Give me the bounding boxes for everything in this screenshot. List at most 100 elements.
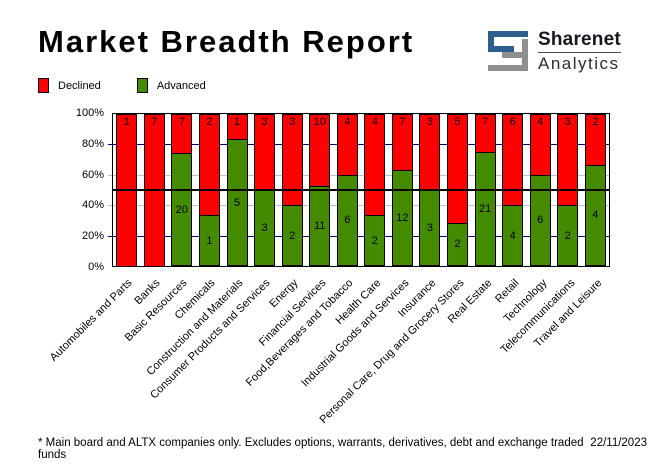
x-axis: Automobiles and Parts Banks Basic Resource… bbox=[48, 273, 610, 445]
advanced-count-label: 4 bbox=[509, 229, 516, 242]
declined-segment: 3 bbox=[254, 114, 276, 190]
bar-slot: 7 12 bbox=[389, 114, 417, 266]
advanced-segment: 2 bbox=[447, 222, 469, 266]
legend-item-declined: Declined bbox=[38, 78, 101, 93]
gridline-60 bbox=[113, 174, 609, 176]
logo-divider bbox=[538, 51, 621, 53]
declined-count-label: 7 bbox=[482, 116, 489, 128]
y-tick-label: 0% bbox=[88, 261, 104, 273]
legend-item-advanced: Advanced bbox=[136, 78, 206, 93]
advanced-segment: 3 bbox=[254, 190, 276, 266]
advanced-count-label: 2 bbox=[371, 234, 378, 247]
y-tick-label: 60% bbox=[81, 168, 104, 181]
advanced-segment: 2 bbox=[364, 215, 386, 266]
y-tick-label: 40% bbox=[81, 199, 104, 212]
report-date: 22/11/2023 bbox=[590, 437, 647, 449]
declined-count-label: 3 bbox=[426, 116, 434, 128]
declined-count-label: 1 bbox=[123, 116, 130, 128]
advanced-segment: 12 bbox=[391, 170, 413, 266]
stacked-bar: 7 12 bbox=[391, 114, 413, 266]
declined-count-label: 4 bbox=[537, 116, 544, 128]
declined-segment: 6 bbox=[502, 114, 524, 206]
chart-legend: Declined Advanced bbox=[38, 78, 206, 93]
gridline-80 bbox=[113, 144, 609, 146]
stacked-bar: 10 11 bbox=[309, 114, 331, 266]
advanced-segment: 5 bbox=[226, 139, 248, 266]
declined-segment: 2 bbox=[584, 114, 606, 165]
advanced-segment: 1 bbox=[198, 215, 220, 266]
declined-segment: 2 bbox=[198, 114, 220, 216]
page-title: Market Breadth Report bbox=[38, 24, 415, 59]
declined-count-label: 7 bbox=[399, 116, 406, 128]
logo-subtitle: Analytics bbox=[538, 53, 620, 73]
y-tick-mark bbox=[108, 236, 112, 238]
advanced-segment: 4 bbox=[584, 164, 606, 266]
declined-count-label: 3 bbox=[564, 116, 571, 128]
advanced-count-label: 20 bbox=[175, 203, 189, 216]
advanced-segment: 6 bbox=[529, 174, 551, 266]
declined-count-label: 3 bbox=[289, 116, 296, 128]
advanced-count-label: 1 bbox=[206, 234, 213, 247]
declined-count-label: 5 bbox=[454, 116, 461, 128]
declined-segment: 3 bbox=[281, 114, 303, 206]
declined-segment: 3 bbox=[557, 114, 579, 206]
declined-segment: 4 bbox=[364, 114, 386, 216]
declined-count-label: 7 bbox=[178, 116, 185, 128]
declined-count-label: 1 bbox=[233, 116, 241, 128]
declined-count-label: 7 bbox=[151, 116, 158, 128]
advanced-segment: 4 bbox=[502, 205, 524, 266]
advanced-count-label: 4 bbox=[592, 209, 599, 222]
y-tick-label: 100% bbox=[75, 107, 104, 119]
sharenet-logo: Sharenet Analytics bbox=[486, 29, 621, 73]
y-tick-mark bbox=[108, 143, 112, 145]
stacked-bar: 7 21 bbox=[474, 114, 496, 266]
stacked-bar: 7 20 bbox=[171, 114, 193, 266]
advanced-segment: 20 bbox=[171, 153, 193, 266]
declined-count-label: 4 bbox=[344, 116, 351, 128]
advanced-count-label: 2 bbox=[564, 229, 571, 242]
logo-text: Sharenet Analytics bbox=[538, 28, 621, 73]
declined-segment: 10 bbox=[309, 114, 331, 187]
logo-name: Sharenet bbox=[538, 28, 621, 50]
advanced-segment: 2 bbox=[557, 205, 579, 266]
declined-swatch bbox=[38, 78, 49, 93]
advanced-count-label: 11 bbox=[314, 220, 326, 233]
advanced-count-label: 3 bbox=[261, 222, 268, 234]
advanced-count-label: 5 bbox=[233, 196, 241, 209]
x-category-label: Automobiles and Parts bbox=[47, 277, 135, 364]
advanced-segment: 6 bbox=[336, 174, 358, 266]
chart-footer: * Main board and ALTX companies only. Ex… bbox=[38, 437, 647, 461]
advanced-segment: 3 bbox=[419, 190, 441, 266]
advanced-count-label: 6 bbox=[537, 214, 544, 227]
chart-plot-area: 1 7 7 20 2 1 1 5 3 3 3 2 10 11 4 6 4 2 7 12 3 3 5 2 7 21 6 4 4 6 3 2 2 4 bbox=[112, 113, 610, 267]
bar-slot: 7 20 bbox=[168, 114, 196, 266]
gridline-40 bbox=[113, 205, 609, 207]
advanced-count-label: 2 bbox=[454, 238, 461, 251]
y-tick-label: 80% bbox=[81, 137, 104, 150]
advanced-swatch bbox=[136, 78, 148, 93]
advanced-count-label: 3 bbox=[426, 222, 434, 234]
advanced-count-label: 12 bbox=[396, 212, 409, 224]
advanced-segment: 2 bbox=[281, 205, 303, 266]
y-tick-mark bbox=[108, 174, 112, 176]
advanced-count-label: 6 bbox=[344, 214, 351, 227]
declined-count-label: 3 bbox=[261, 116, 268, 128]
declined-count-label: 4 bbox=[371, 116, 378, 128]
declined-count-label: 2 bbox=[592, 116, 599, 128]
declined-segment: 3 bbox=[419, 114, 441, 190]
advanced-segment: 11 bbox=[309, 186, 331, 266]
bar-slot: 7 21 bbox=[471, 114, 499, 266]
